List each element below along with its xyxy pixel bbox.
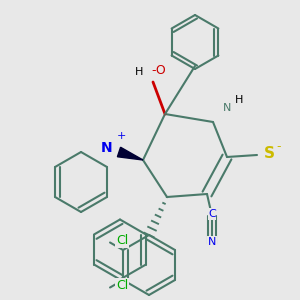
Text: H: H [135,67,143,77]
Text: N: N [101,141,113,155]
Text: Cl: Cl [116,234,128,247]
Text: N: N [223,103,231,113]
Text: N: N [208,237,216,247]
Polygon shape [117,147,143,160]
Text: -O: -O [152,64,166,77]
Text: +: + [116,131,126,141]
Text: -: - [277,140,281,154]
Text: C: C [208,209,216,219]
Text: H: H [235,95,243,105]
Text: S: S [263,146,274,160]
Text: Cl: Cl [116,279,128,292]
